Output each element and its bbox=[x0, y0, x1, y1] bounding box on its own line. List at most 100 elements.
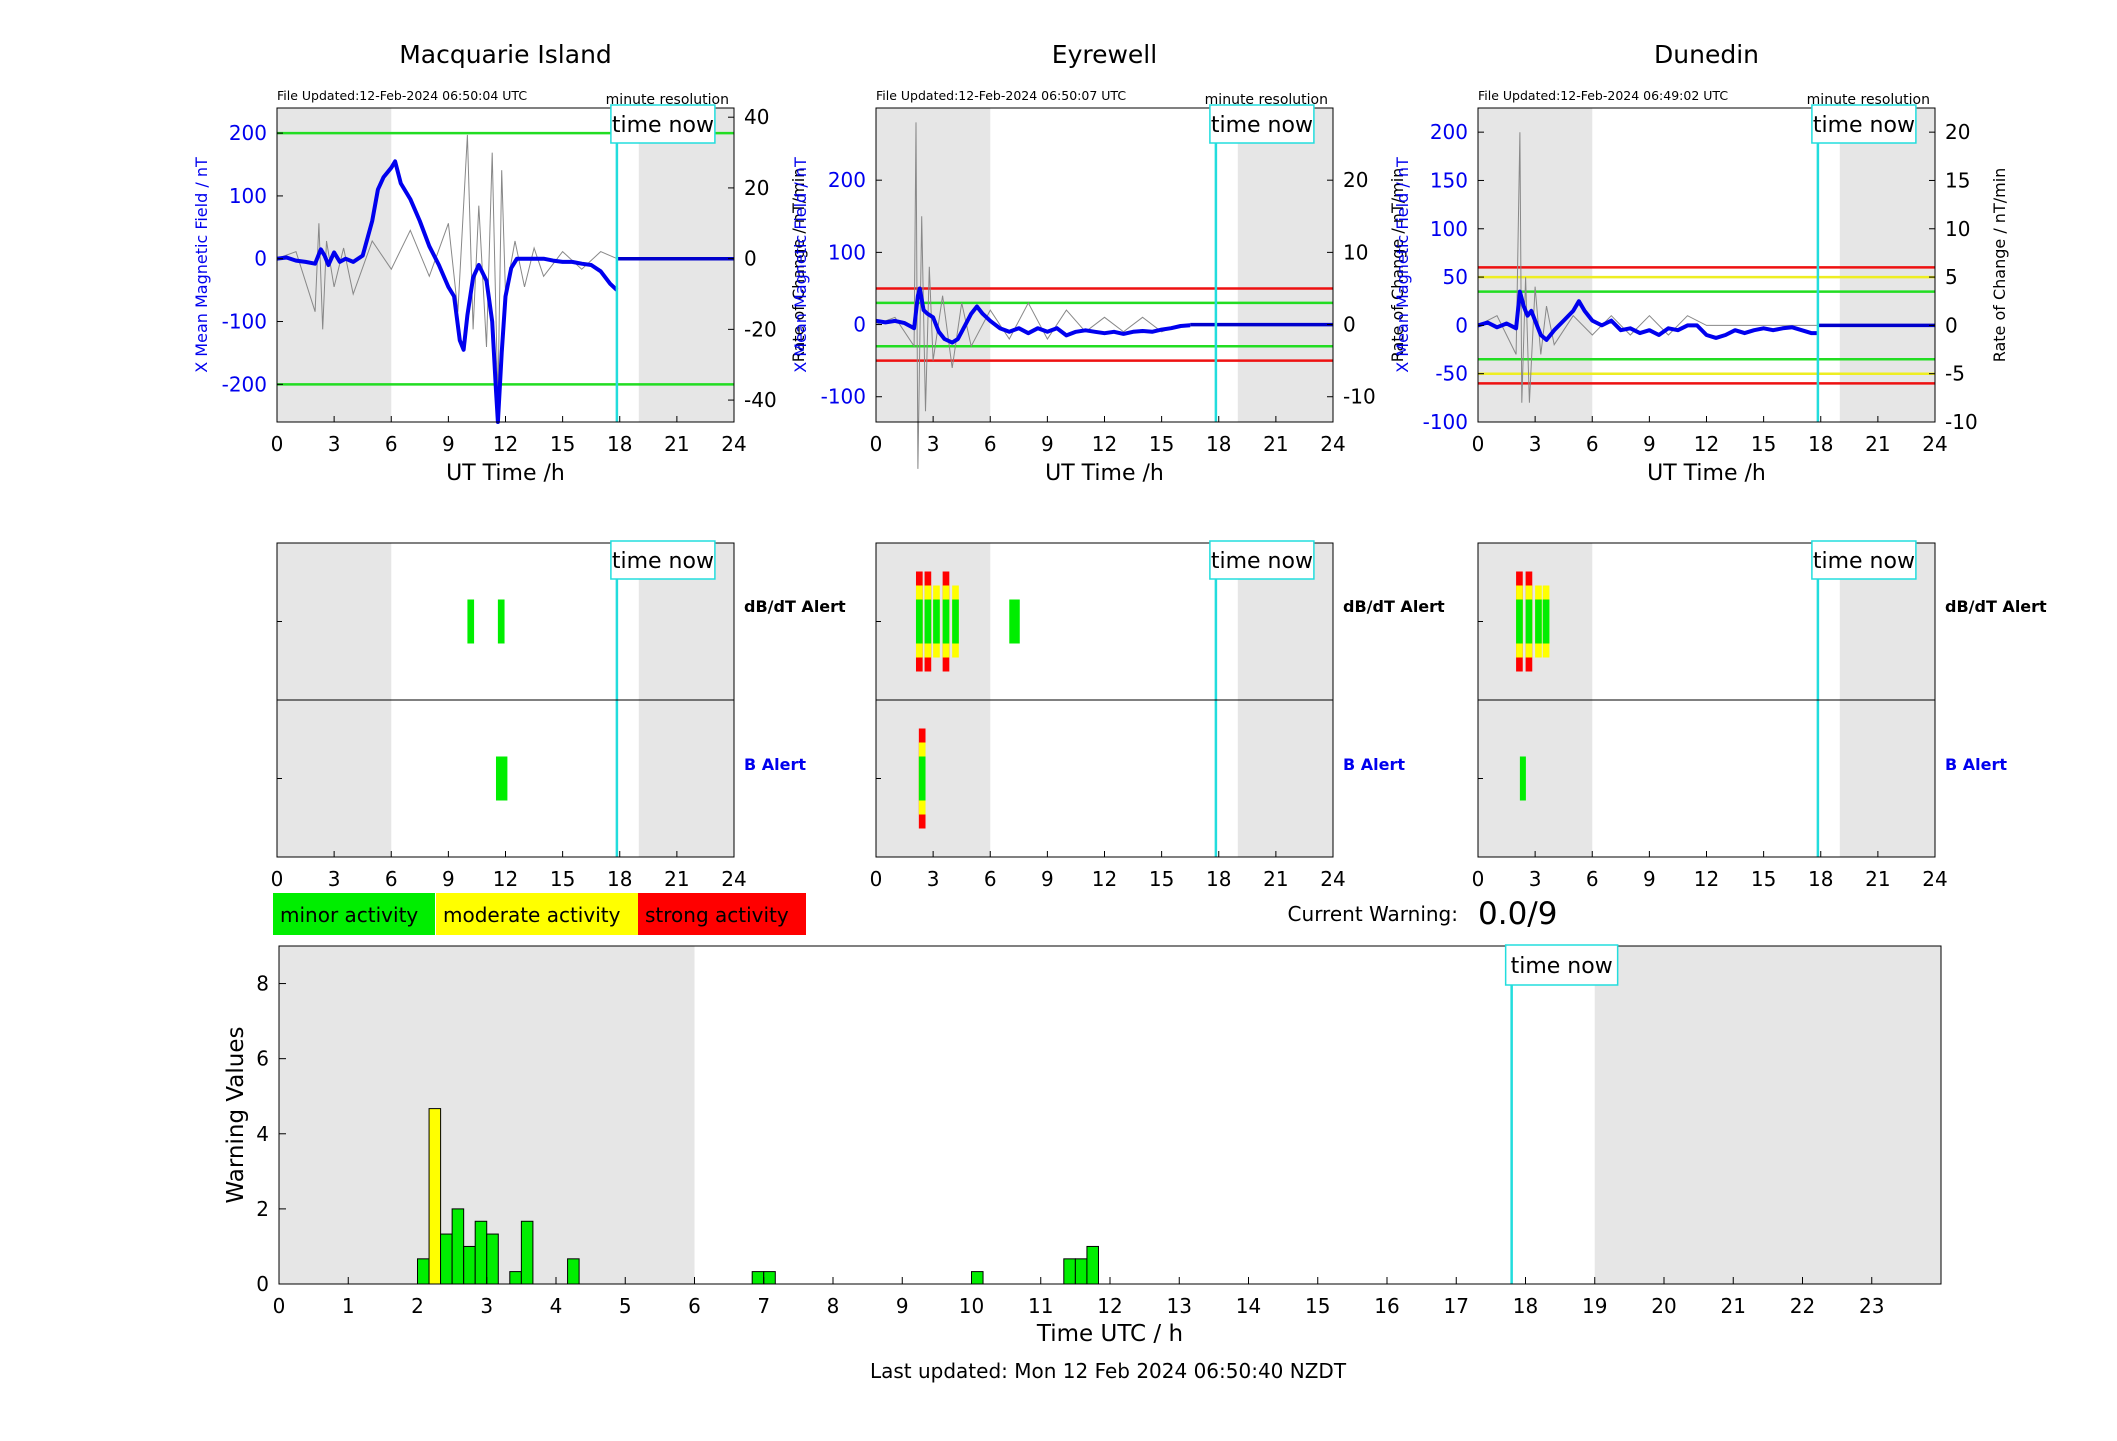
right-tick-label: 15 bbox=[1945, 168, 1970, 192]
x-tick-label: 21 bbox=[664, 432, 689, 456]
hist-x-tick-label: 18 bbox=[1513, 1294, 1538, 1318]
alert-time-now-tag-box bbox=[1209, 540, 1315, 580]
x-axis-label: UT Time /h bbox=[1647, 461, 1766, 486]
x-tick-label: 15 bbox=[1751, 432, 1776, 456]
resolution-label: minute resolution bbox=[606, 92, 729, 108]
x-tick-label: 3 bbox=[927, 432, 940, 456]
hist-y-tick-label: 4 bbox=[256, 1122, 269, 1146]
right-tick-label: 20 bbox=[1945, 120, 1970, 144]
b-alert-bar-minor bbox=[495, 756, 508, 801]
rate-of-change-series bbox=[1477, 132, 1818, 403]
right-tick-label: -5 bbox=[1945, 362, 1965, 386]
hist-x-axis-label: Time UTC / h bbox=[1036, 1321, 1183, 1347]
hist-y-tick-label: 6 bbox=[256, 1047, 269, 1071]
hist-y-tick-label: 0 bbox=[256, 1272, 269, 1296]
left-tick-label: -100 bbox=[821, 385, 866, 409]
night-shading bbox=[876, 108, 991, 422]
x-tick-label: 0 bbox=[1472, 432, 1485, 456]
dbdt-alert-bar-minor bbox=[1009, 599, 1020, 644]
dbdt-alert-bar-minor bbox=[1516, 599, 1523, 644]
hist-x-tick-label: 21 bbox=[1721, 1294, 1746, 1318]
x-axis-label: UT Time /h bbox=[446, 461, 565, 486]
alert-x-tick-label: 0 bbox=[870, 867, 883, 891]
file-updated-text: File Updated:12-Feb-2024 06:50:07 UTC bbox=[876, 88, 1126, 103]
alert-x-tick-label: 0 bbox=[271, 867, 284, 891]
x-tick-label: 9 bbox=[442, 432, 455, 456]
hist-y-axis-label: Warning Values bbox=[223, 1026, 249, 1203]
hist-time-now-tag-box bbox=[1504, 944, 1619, 986]
x-tick-label: 12 bbox=[1694, 432, 1719, 456]
hist-x-tick-label: 23 bbox=[1859, 1294, 1884, 1318]
alert-x-tick-label: 3 bbox=[927, 867, 940, 891]
time-now-tag-box bbox=[1811, 104, 1917, 144]
left-axis-label: X Mean Magnetic Field / nT bbox=[192, 157, 211, 373]
hist-x-tick-label: 14 bbox=[1236, 1294, 1261, 1318]
alert-x-tick-label: 9 bbox=[442, 867, 455, 891]
left-tick-label: -200 bbox=[222, 372, 267, 396]
x-tick-label: 6 bbox=[1586, 432, 1599, 456]
alert-time-now-tag-label: time now bbox=[1211, 549, 1313, 574]
time-now-tag-box bbox=[1209, 104, 1315, 144]
alert-x-tick-label: 3 bbox=[328, 867, 341, 891]
hist-x-tick-label: 8 bbox=[827, 1294, 840, 1318]
x-tick-label: 21 bbox=[1263, 432, 1288, 456]
alert-x-tick-label: 21 bbox=[664, 867, 689, 891]
right-tick-label: 5 bbox=[1945, 265, 1958, 289]
file-updated-text: File Updated:12-Feb-2024 06:49:02 UTC bbox=[1478, 88, 1728, 103]
alert-x-tick-label: 21 bbox=[1263, 867, 1288, 891]
hist-x-tick-label: 0 bbox=[273, 1294, 286, 1318]
alert-x-tick-label: 15 bbox=[1751, 867, 1776, 891]
hist-night-shading bbox=[1594, 946, 1941, 1284]
dbdt-alert-label: dB/dT Alert bbox=[1343, 597, 1445, 616]
current-warning-value: 0.0/9 bbox=[1478, 896, 1557, 932]
hist-x-tick-label: 6 bbox=[688, 1294, 701, 1318]
warning-bar bbox=[763, 1271, 776, 1285]
x-tick-label: 24 bbox=[1320, 432, 1345, 456]
warning-bar bbox=[1074, 1258, 1088, 1285]
hist-x-tick-label: 13 bbox=[1167, 1294, 1192, 1318]
night-shading bbox=[1478, 108, 1593, 422]
alert-x-tick-label: 12 bbox=[1694, 867, 1719, 891]
hist-x-tick-label: 15 bbox=[1305, 1294, 1330, 1318]
right-axis-label: Rate of Change / nT/min bbox=[1388, 168, 1407, 363]
right-tick-label: -40 bbox=[744, 388, 777, 412]
legend-label-0: minor activity bbox=[280, 903, 418, 927]
legend-label-1: moderate activity bbox=[443, 903, 621, 927]
warning-bar bbox=[520, 1220, 534, 1285]
left-tick-label: 0 bbox=[853, 313, 866, 337]
dbdt-alert-bar-minor bbox=[924, 599, 932, 644]
alert-time-now-tag-box bbox=[1811, 540, 1917, 580]
dbdt-alert-bar-minor bbox=[467, 599, 475, 644]
warning-bar bbox=[463, 1245, 476, 1285]
alert-time-now-tag-label: time now bbox=[612, 549, 714, 574]
left-tick-label: 200 bbox=[229, 121, 267, 145]
dbdt-alert-label: dB/dT Alert bbox=[744, 597, 846, 616]
warning-bar bbox=[428, 1108, 442, 1285]
alert-x-tick-label: 18 bbox=[1808, 867, 1833, 891]
x-tick-label: 15 bbox=[1149, 432, 1174, 456]
x-tick-label: 21 bbox=[1865, 432, 1890, 456]
hist-x-tick-label: 12 bbox=[1097, 1294, 1122, 1318]
x-tick-label: 18 bbox=[1206, 432, 1231, 456]
right-axis-label: Rate of Change / nT/min bbox=[789, 168, 808, 363]
dbdt-alert-bar-minor bbox=[952, 599, 959, 644]
station-title: Dunedin bbox=[1654, 40, 1759, 69]
alert-time-now-tag-box bbox=[610, 540, 716, 580]
field-series bbox=[875, 286, 1191, 345]
x-tick-label: 3 bbox=[328, 432, 341, 456]
warning-bar bbox=[971, 1271, 984, 1285]
warning-bar bbox=[474, 1220, 488, 1285]
station-title: Macquarie Island bbox=[399, 40, 612, 69]
hist-x-tick-label: 1 bbox=[342, 1294, 355, 1318]
warning-bar bbox=[440, 1233, 453, 1285]
b-alert-label: B Alert bbox=[744, 755, 806, 774]
alert-x-tick-label: 0 bbox=[1472, 867, 1485, 891]
x-tick-label: 6 bbox=[385, 432, 398, 456]
left-tick-label: 100 bbox=[229, 184, 267, 208]
resolution-label: minute resolution bbox=[1807, 92, 1930, 108]
alert-x-tick-label: 21 bbox=[1865, 867, 1890, 891]
dbdt-alert-bar-minor bbox=[933, 599, 940, 644]
x-tick-label: 12 bbox=[493, 432, 518, 456]
right-tick-label: 0 bbox=[1343, 313, 1356, 337]
